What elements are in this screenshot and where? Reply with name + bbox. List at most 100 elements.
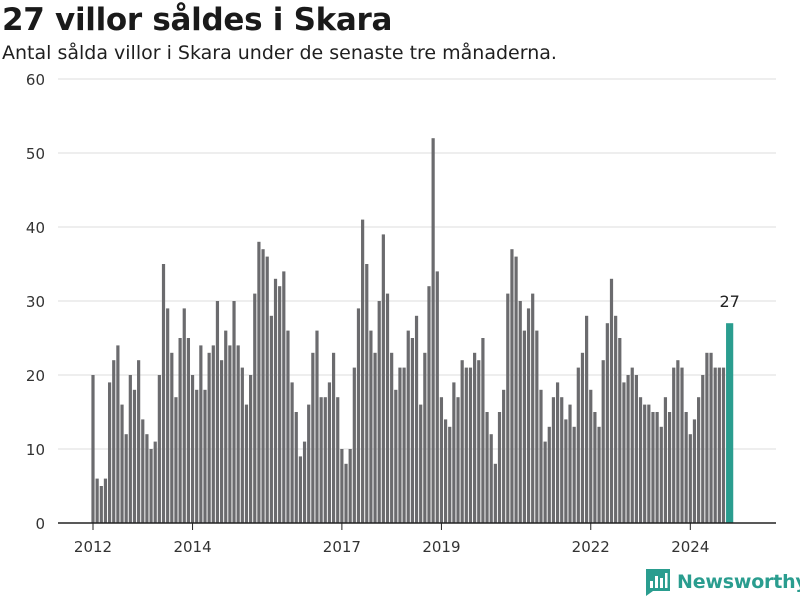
bar bbox=[709, 352, 713, 523]
bar bbox=[684, 412, 688, 523]
bar bbox=[585, 315, 589, 523]
bar bbox=[535, 330, 539, 523]
bar bbox=[576, 367, 580, 523]
bar bbox=[249, 375, 253, 523]
y-tick-label: 20 bbox=[26, 367, 45, 385]
bar bbox=[95, 478, 99, 523]
bar bbox=[435, 271, 439, 523]
bar bbox=[323, 397, 327, 523]
bar bbox=[195, 389, 199, 523]
bar bbox=[236, 345, 240, 523]
bar bbox=[120, 404, 124, 523]
bar bbox=[307, 404, 311, 523]
bar bbox=[390, 352, 394, 523]
bar bbox=[265, 256, 269, 523]
bar bbox=[614, 315, 618, 523]
bars bbox=[91, 138, 734, 524]
bar bbox=[667, 412, 672, 523]
bar bbox=[394, 389, 398, 523]
bar bbox=[672, 367, 676, 523]
bar bbox=[273, 278, 278, 523]
bar bbox=[456, 397, 460, 523]
bar bbox=[356, 308, 361, 523]
bar bbox=[137, 360, 141, 523]
bar bbox=[680, 367, 684, 523]
bar bbox=[522, 330, 526, 523]
bar bbox=[622, 382, 626, 523]
bar bbox=[203, 389, 207, 523]
bar bbox=[663, 397, 668, 523]
bar bbox=[464, 367, 468, 523]
bar bbox=[705, 352, 709, 523]
bar bbox=[369, 330, 373, 523]
bar bbox=[568, 404, 572, 523]
bar bbox=[414, 315, 419, 523]
bar bbox=[560, 397, 564, 523]
bar bbox=[580, 352, 585, 523]
bar bbox=[253, 293, 257, 523]
bar bbox=[290, 382, 294, 523]
bar bbox=[701, 375, 705, 523]
bar bbox=[373, 352, 377, 523]
x-tick-label: 2022 bbox=[572, 538, 610, 556]
bar bbox=[514, 256, 518, 523]
bar bbox=[315, 330, 319, 523]
bar bbox=[294, 412, 298, 523]
bar bbox=[419, 404, 423, 523]
bar bbox=[182, 308, 186, 523]
bar bbox=[232, 301, 236, 523]
y-axis-ticks: 0 10 20 30 40 50 60 bbox=[26, 71, 45, 533]
bar bbox=[555, 382, 560, 523]
bar bbox=[211, 345, 215, 523]
x-tick-label: 2019 bbox=[422, 538, 460, 556]
bar bbox=[676, 360, 680, 523]
bar bbox=[199, 345, 203, 523]
bar bbox=[261, 249, 265, 523]
bar bbox=[377, 301, 381, 523]
bar bbox=[659, 426, 663, 523]
bar bbox=[547, 426, 551, 523]
bar bbox=[609, 278, 614, 523]
bar bbox=[564, 419, 568, 523]
y-tick-label: 50 bbox=[26, 145, 45, 163]
x-tick-label: 2024 bbox=[671, 538, 709, 556]
bar bbox=[493, 463, 497, 523]
y-tick-label: 40 bbox=[26, 219, 45, 237]
bar bbox=[149, 449, 153, 523]
bar bbox=[112, 360, 116, 523]
bar bbox=[452, 382, 456, 523]
y-tick-label: 0 bbox=[35, 515, 45, 533]
bar bbox=[145, 434, 149, 523]
bar bbox=[319, 397, 323, 523]
bar bbox=[207, 352, 211, 523]
bar bbox=[157, 375, 161, 523]
bar bbox=[497, 412, 502, 523]
bar bbox=[219, 360, 224, 523]
bar bbox=[427, 286, 431, 523]
bar bbox=[651, 412, 655, 523]
bar bbox=[510, 249, 514, 523]
bar bbox=[170, 352, 174, 523]
chart-title: 27 villor såldes i Skara bbox=[2, 2, 393, 38]
y-tick-label: 60 bbox=[26, 71, 45, 89]
bar bbox=[531, 293, 535, 523]
y-tick-label: 10 bbox=[26, 441, 45, 459]
bar bbox=[286, 330, 290, 523]
x-tick-label: 2012 bbox=[74, 538, 112, 556]
bar bbox=[186, 338, 191, 523]
bar bbox=[224, 330, 228, 523]
bar bbox=[626, 375, 630, 523]
bar bbox=[128, 375, 132, 523]
bar bbox=[423, 352, 427, 523]
brand-logo[interactable]: Newsworthy bbox=[645, 568, 800, 596]
bar bbox=[340, 449, 344, 523]
bar bbox=[174, 397, 178, 523]
bar bbox=[132, 389, 137, 523]
bar bbox=[124, 434, 128, 523]
bar bbox=[348, 449, 352, 523]
bar bbox=[506, 293, 510, 523]
bar bbox=[327, 382, 332, 523]
bar bbox=[365, 264, 369, 523]
bar bbox=[443, 419, 448, 523]
